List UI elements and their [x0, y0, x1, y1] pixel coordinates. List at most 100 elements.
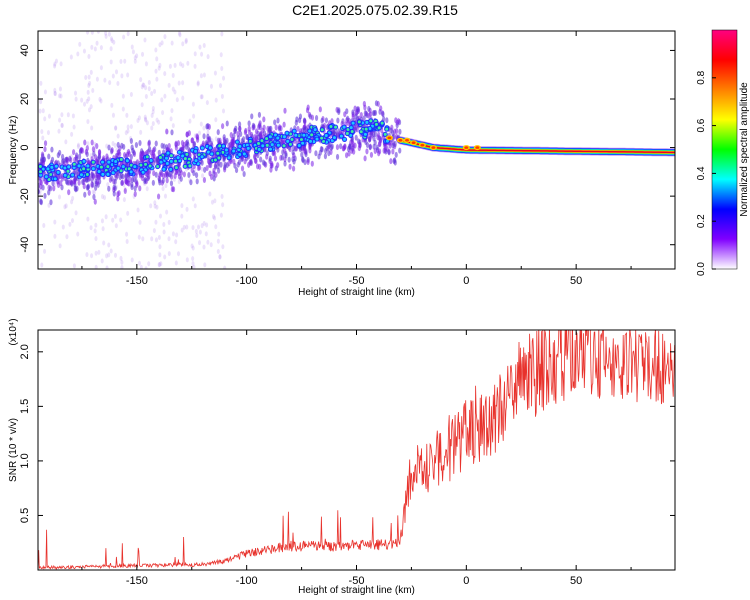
noise-speckle — [203, 262, 207, 268]
ridge-cloud — [171, 186, 176, 193]
noise-speckle — [90, 31, 94, 35]
noise-speckle — [74, 96, 78, 102]
ridge-cloud — [207, 123, 211, 130]
ridge-cloud — [330, 118, 334, 125]
ridge-cloud — [152, 152, 156, 159]
ridge-cloud — [308, 113, 312, 120]
ridge-cloud — [379, 105, 383, 112]
ridge-cloud — [255, 163, 260, 170]
ridge-cloud — [60, 175, 65, 182]
heatmap-xtick-label: -100 — [236, 275, 258, 287]
noise-speckle — [69, 54, 73, 60]
ridge-cloud — [169, 180, 174, 187]
ridge-cloud — [394, 151, 398, 158]
ridge-cloud — [345, 152, 349, 159]
ridge-cloud — [192, 140, 197, 147]
heatmap-ytick-label: 40 — [19, 44, 31, 56]
ridge-cloud — [133, 191, 137, 198]
noise-speckle — [89, 225, 93, 231]
noise-speckle — [60, 122, 64, 128]
ridge-cloud — [162, 143, 166, 150]
ridge-core-bright — [56, 170, 60, 174]
ridge-core-bright — [302, 133, 306, 137]
noise-speckle — [95, 76, 99, 82]
ridge-core-bright — [345, 131, 349, 135]
ridge-cloud — [320, 117, 324, 124]
noise-speckle — [58, 93, 62, 99]
ridge-cloud — [116, 141, 120, 148]
ridge-cloud — [217, 167, 221, 174]
noise-speckle — [204, 231, 208, 237]
noise-speckle — [158, 62, 162, 68]
ridge-core-bright — [349, 126, 353, 130]
heatmap-ytick-label: -40 — [19, 237, 31, 253]
ridge-cloud — [326, 144, 331, 151]
transition-node-core — [431, 146, 436, 149]
ridge-core-bright — [377, 126, 381, 130]
noise-speckle — [109, 46, 113, 52]
ridge-core-bright — [368, 126, 372, 130]
noise-speckle — [144, 93, 148, 99]
ridge-core-bright — [206, 150, 210, 154]
noise-speckle — [94, 236, 98, 242]
noise-speckle — [221, 244, 225, 250]
noise-speckle — [87, 96, 91, 102]
ridge-cloud — [134, 142, 139, 149]
noise-speckle — [158, 213, 162, 219]
noise-speckle — [86, 216, 90, 222]
ridge-core-bright — [97, 170, 101, 174]
noise-speckle — [171, 86, 175, 92]
ridge-cloud — [209, 140, 213, 147]
ridge-cloud — [39, 199, 43, 206]
ridge-cloud — [147, 140, 151, 147]
noise-speckle — [161, 186, 165, 192]
noise-speckle — [93, 46, 97, 52]
ridge-cloud — [190, 137, 195, 144]
noise-speckle — [114, 125, 118, 131]
noise-speckle — [136, 118, 140, 124]
noise-speckle — [63, 204, 67, 210]
ridge-core-bright — [363, 132, 367, 136]
ridge-cloud — [50, 156, 55, 163]
noise-speckle — [177, 80, 181, 86]
ridge-cloud — [395, 119, 399, 126]
ridge-cloud — [253, 133, 257, 140]
ridge-cloud — [393, 141, 397, 148]
noise-speckle — [200, 94, 204, 100]
ridge-core-bright — [246, 146, 250, 150]
ridge-cloud — [341, 145, 345, 152]
ridge-core-bright — [194, 159, 198, 163]
noise-speckle — [115, 69, 119, 75]
ridge-core-bright — [129, 170, 133, 174]
ridge-core-bright — [257, 147, 261, 151]
noise-speckle — [147, 86, 151, 92]
ridge-cloud — [132, 149, 136, 156]
noise-speckle — [109, 248, 113, 254]
noise-speckle — [114, 223, 118, 229]
noise-speckle — [61, 224, 65, 230]
ridge-cloud — [79, 146, 84, 153]
ridge-core-bright — [148, 164, 152, 168]
noise-speckle — [214, 224, 218, 230]
noise-speckle — [155, 76, 159, 82]
noise-speckle — [57, 194, 61, 200]
colorbar-tick-label: 0.8 — [696, 70, 707, 84]
noise-speckle — [150, 112, 154, 118]
ridge-cloud — [291, 149, 295, 156]
ridge-core-bright — [210, 152, 214, 156]
ridge-cloud — [107, 144, 111, 151]
ridge-cloud — [140, 175, 145, 182]
ridge-cloud — [96, 179, 100, 186]
ridge-cloud — [273, 119, 277, 126]
ridge-core-bright — [282, 135, 286, 139]
noise-speckle — [88, 80, 92, 86]
ridge-cloud — [337, 108, 341, 115]
ridge-cloud — [291, 165, 296, 172]
noise-speckle — [43, 89, 47, 95]
ridge-core-bright — [53, 177, 57, 181]
ridge-core-bright — [67, 165, 71, 169]
ridge-cloud — [130, 184, 134, 191]
ridge-cloud — [368, 144, 372, 151]
noise-speckle — [97, 249, 101, 255]
noise-speckle — [191, 245, 195, 251]
